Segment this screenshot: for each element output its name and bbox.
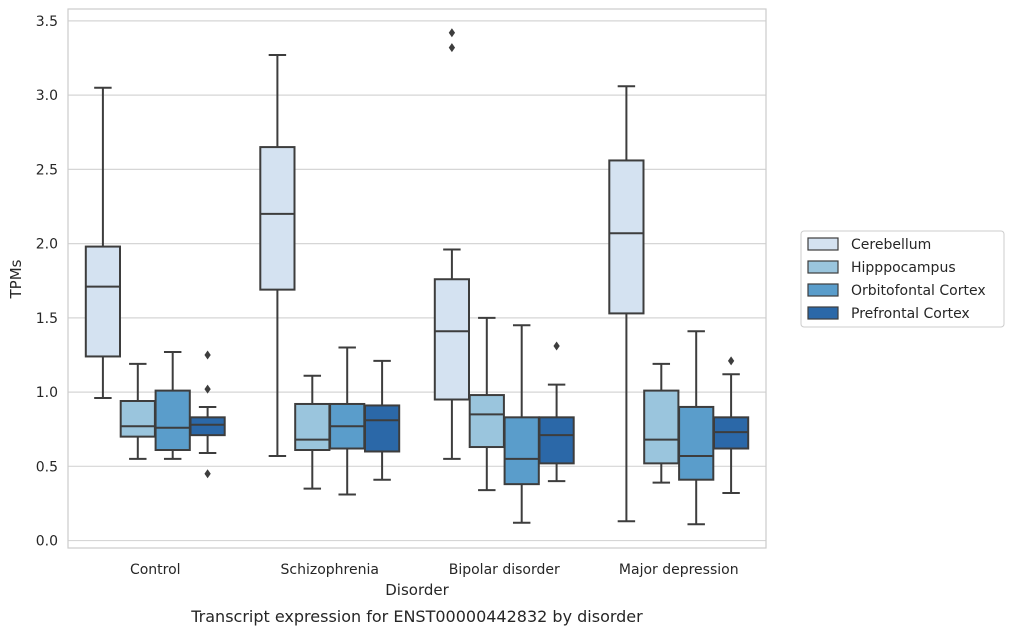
- box-prefrontal-cortex: [538, 341, 575, 483]
- y-tick-label: 3.0: [36, 88, 58, 104]
- box-hipppocampus: [119, 362, 156, 460]
- box-cerebellum: [259, 54, 296, 457]
- y-tick-label: 2.5: [36, 162, 58, 178]
- box: [119, 400, 156, 438]
- box-cerebellum: [84, 86, 122, 400]
- box: [84, 245, 122, 358]
- y-axis-label: TPMs: [7, 259, 25, 299]
- outlier-point: [727, 356, 735, 366]
- legend-swatch: [807, 260, 839, 274]
- outlier-point: [448, 28, 456, 38]
- box-prefrontal-cortex: [712, 356, 750, 495]
- box-prefrontal-cortex: [189, 350, 226, 479]
- y-tick-label: 1.0: [36, 385, 58, 401]
- plot-frame: [67, 8, 767, 549]
- box-cerebellum: [608, 85, 645, 523]
- legend-label: Cerebellum: [851, 237, 931, 253]
- box: [643, 389, 680, 465]
- x-tick-label: Major depression: [619, 562, 739, 578]
- outlier-point: [204, 384, 211, 394]
- box: [189, 416, 226, 437]
- box-orbitofontal-cortex: [503, 324, 540, 524]
- box-hipppocampus: [294, 374, 331, 490]
- box: [154, 389, 191, 451]
- y-tick-label: 0.5: [36, 459, 58, 475]
- legend-label: Hipppocampus: [851, 260, 956, 276]
- legend-swatch: [807, 306, 839, 320]
- box-groups: [84, 28, 750, 526]
- chart-caption: Transcript expression for ENST0000044283…: [190, 607, 643, 626]
- box: [503, 416, 540, 486]
- box: [433, 278, 471, 401]
- box-orbitofontal-cortex: [329, 346, 366, 496]
- box: [678, 405, 715, 481]
- box-cerebellum: [433, 28, 471, 460]
- y-tick-label: 3.5: [36, 14, 58, 30]
- box: [468, 394, 505, 449]
- outlier-point: [553, 341, 560, 351]
- legend-frame: [800, 230, 1005, 328]
- y-tick-label: 1.5: [36, 311, 58, 327]
- box: [363, 404, 401, 453]
- box-hipppocampus: [468, 316, 505, 492]
- x-tick-label: Bipolar disorder: [449, 562, 560, 578]
- box: [259, 146, 296, 291]
- x-axis-label: Disorder: [385, 581, 449, 599]
- y-tick-labels: 0.0 0.5 1.0 1.5 2.0 2.5 3.0 3.5: [36, 14, 58, 550]
- y-tick-label: 2.0: [36, 237, 58, 253]
- box: [608, 159, 645, 315]
- outlier-point: [204, 350, 211, 360]
- legend-label: Orbitofontal Cortex: [851, 283, 986, 299]
- outlier-point: [204, 469, 211, 479]
- y-tick-label: 0.0: [36, 534, 58, 550]
- box-prefrontal-cortex: [363, 359, 401, 481]
- legend-swatch: [807, 237, 839, 251]
- x-tick-labels: Control Schizophrenia Bipolar disorder Majo…: [130, 562, 739, 578]
- box: [538, 416, 575, 465]
- legend-label: Prefrontal Cortex: [851, 306, 970, 322]
- x-tick-label: Control: [130, 562, 181, 578]
- x-tick-label: Schizophrenia: [281, 562, 379, 578]
- legend-swatch: [807, 283, 839, 297]
- box-orbitofontal-cortex: [154, 351, 191, 460]
- legend: Cerebellum Hipppocampus Orbitofontal Corte…: [800, 230, 1005, 328]
- box-orbitofontal-cortex: [678, 330, 715, 526]
- outlier-point: [448, 43, 456, 53]
- box-hipppocampus: [643, 362, 680, 484]
- box: [294, 402, 331, 451]
